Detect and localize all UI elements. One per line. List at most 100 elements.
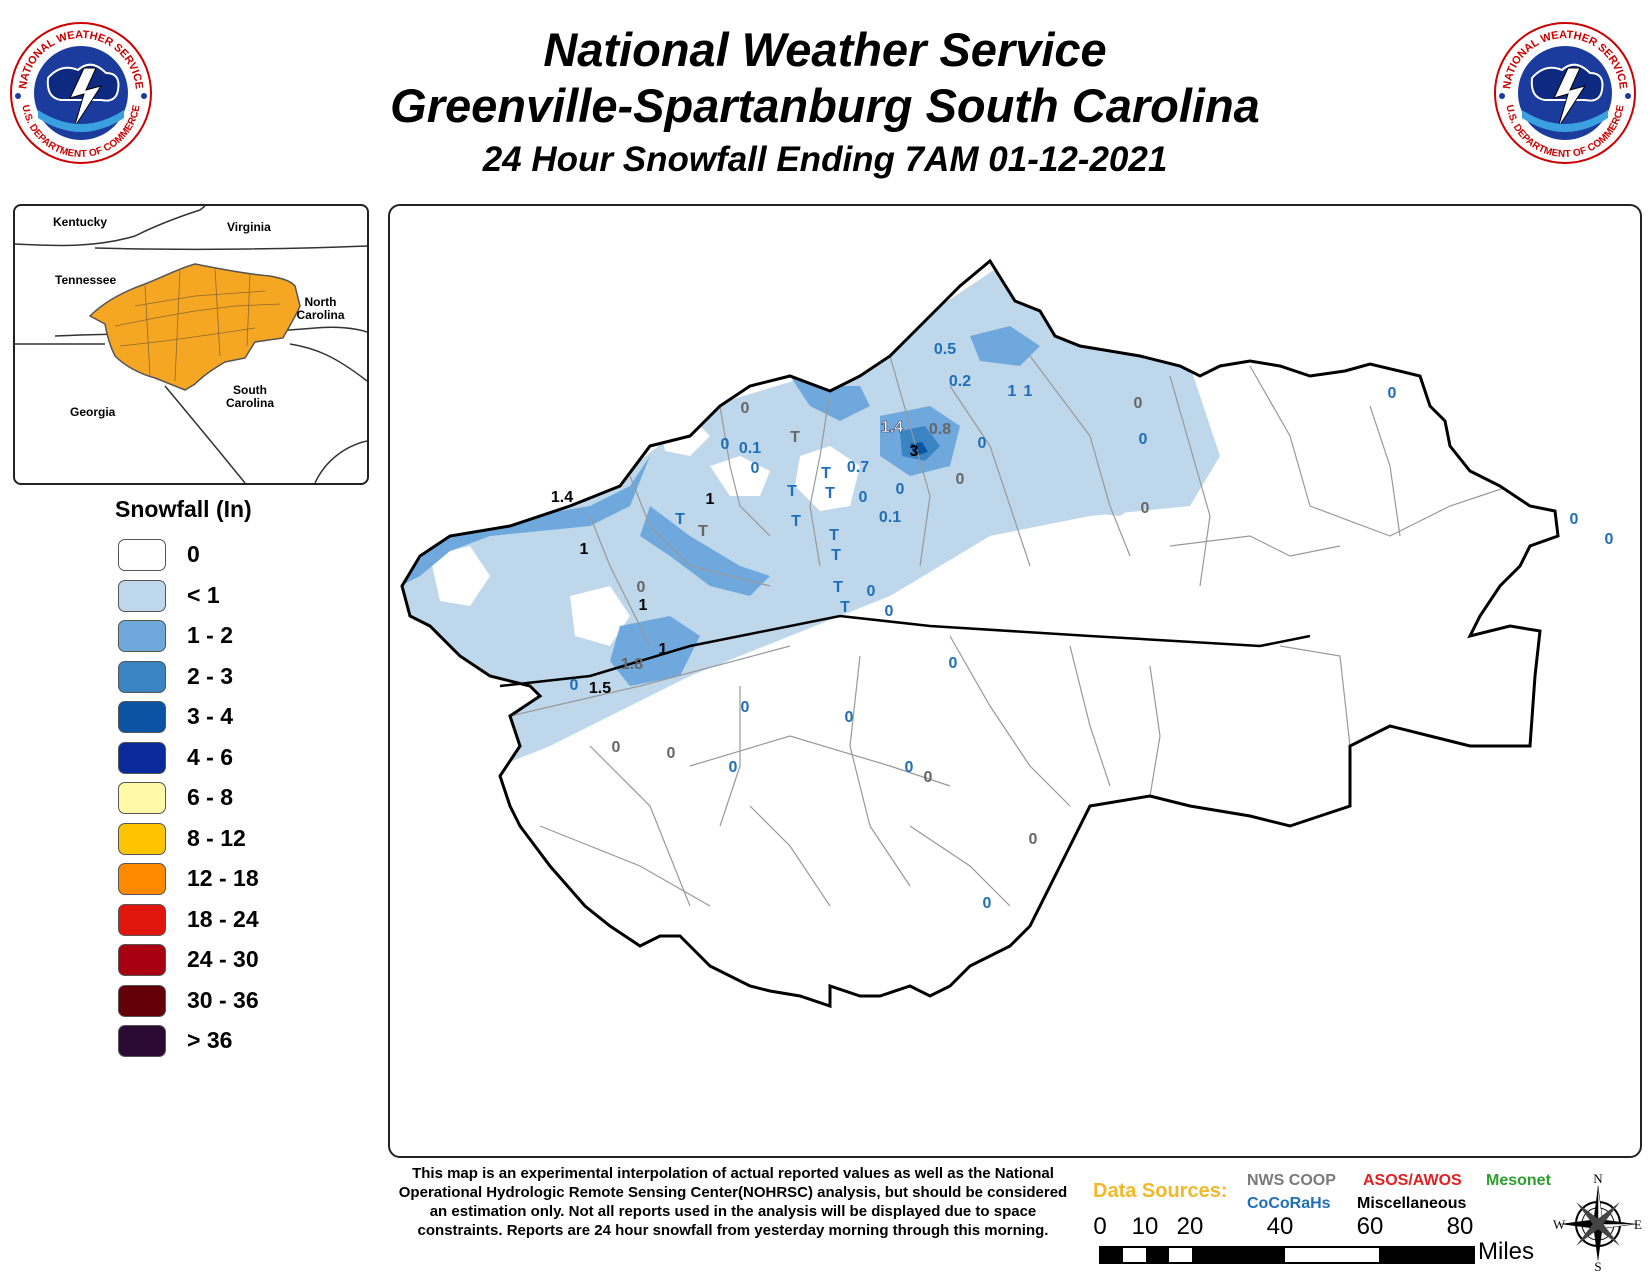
snowfall-report-label: 0.1 xyxy=(739,440,761,457)
snowfall-report-label: T xyxy=(791,513,801,530)
snowfall-report-label: 1.4 xyxy=(551,489,573,506)
scale-tick-label: 10 xyxy=(1131,1213,1159,1240)
cwa-highlight xyxy=(88,263,301,391)
snowfall-report-label: 1.4 xyxy=(881,419,903,436)
legend-swatch xyxy=(118,741,166,774)
inset-label-south-carolina: South Carolina xyxy=(225,383,274,410)
legend-label: 30 - 36 xyxy=(187,986,259,1013)
snowfall-report-label: 3 xyxy=(910,443,919,460)
snowfall-report-label: 0 xyxy=(859,489,868,506)
snowfall-report-label: 0 xyxy=(741,699,750,716)
snowfall-report-label: 1 xyxy=(639,597,648,614)
snowfall-report-label: T xyxy=(831,547,841,564)
legend-swatch xyxy=(118,984,166,1017)
snowfall-report-label: 1 xyxy=(1024,383,1033,400)
legend-swatch xyxy=(118,620,166,652)
snowfall-report-label: T xyxy=(787,483,797,500)
compass-north: N xyxy=(1593,1172,1603,1186)
snowfall-report-label: 0 xyxy=(570,677,579,694)
scale-tick-label: 20 xyxy=(1176,1213,1204,1240)
inset-label-tennessee: Tennessee xyxy=(55,273,117,287)
snowfall-report-label: 0.5 xyxy=(934,341,956,358)
inset-label-north-carolina: North Carolina xyxy=(296,295,345,322)
inset-label-virginia: Virginia xyxy=(227,220,271,234)
legend-swatch xyxy=(118,903,166,936)
source-nws-coop: NWS COOP xyxy=(1247,1172,1336,1189)
snowfall-report-label: T xyxy=(675,511,685,528)
legend-swatch xyxy=(118,863,166,895)
legend-label: 8 - 12 xyxy=(187,824,246,851)
source-miscellaneous: Miscellaneous xyxy=(1357,1195,1467,1212)
map-title-office: Greenville-Spartanburg South Carolina xyxy=(390,79,1260,132)
snowfall-report-label: 0 xyxy=(741,400,750,417)
snowfall-report-label: 0 xyxy=(867,583,876,600)
legend-swatch xyxy=(118,701,166,733)
legend-title: Snowfall (In) xyxy=(115,496,252,522)
snowfall-report-label: 0 xyxy=(1605,531,1614,548)
snowfall-report-label: 0 xyxy=(885,603,894,620)
locator-map-graphic xyxy=(15,206,367,483)
snowfall-report-label: 0 xyxy=(1134,395,1143,412)
scale-tick-label: 0 xyxy=(1093,1213,1107,1240)
compass-south: S xyxy=(1594,1259,1601,1272)
legend-label: 4 - 6 xyxy=(187,743,234,770)
legend-swatch xyxy=(118,782,166,814)
legend-swatch xyxy=(118,944,166,976)
snowfall-report-label: 0 xyxy=(896,481,905,498)
snowfall-report-label: 0 xyxy=(729,759,738,776)
snowfall-report-label: 0 xyxy=(924,769,933,786)
locator-inset-map: Kentucky Virginia Tennessee North Caroli… xyxy=(13,204,369,485)
snowfall-report-label: 0 xyxy=(845,709,854,726)
snowfall-map: 0.5 0.2 1 1 0 0 0 1.4 0.8 3 0 0 0 0 0.1 0 T T 0.7 T T 0 0 0.1 1.… xyxy=(388,204,1642,1158)
snowfall-report-label: 0 xyxy=(721,436,730,453)
inset-label-georgia: Georgia xyxy=(70,405,116,419)
legend-label: < 1 xyxy=(187,581,220,608)
legend-label: 2 - 3 xyxy=(187,662,234,689)
legend-swatch xyxy=(118,539,166,571)
compass-rose-icon: N S E W xyxy=(1553,1172,1642,1272)
snowfall-report-label: 1 xyxy=(706,491,715,508)
inset-label-kentucky: Kentucky xyxy=(53,215,108,229)
snowfall-report-label: 1.5 xyxy=(589,680,611,697)
snowfall-report-label: 0 xyxy=(1570,511,1579,528)
scale-ticks: 0 10 20 40 60 80 xyxy=(1090,1213,1473,1241)
source-cocorahs: CoCoRaHs xyxy=(1247,1195,1331,1212)
snowfall-report-label: 0 xyxy=(905,759,914,776)
legend-swatch xyxy=(118,579,166,612)
snowfall-report-label: 0 xyxy=(983,895,992,912)
snowfall-report-label: 1 xyxy=(1008,383,1017,400)
scale-tick-label: 40 xyxy=(1266,1213,1294,1240)
legend-swatch xyxy=(118,1025,166,1057)
legend-label: 6 - 8 xyxy=(187,784,234,810)
snowfall-report-label: 0.1 xyxy=(879,509,901,526)
snowfall-report-label: 0 xyxy=(956,471,965,488)
source-asos-awos: ASOS/AWOS xyxy=(1363,1172,1462,1189)
legend-label: 3 - 4 xyxy=(187,703,234,729)
snowfall-report-label: 0 xyxy=(949,655,958,672)
scale-tick-label: 80 xyxy=(1446,1213,1474,1240)
legend-label: 1 - 2 xyxy=(187,622,234,648)
snowfall-report-label: 0 xyxy=(751,460,760,477)
snowfall-report-label: T xyxy=(821,465,831,482)
scale-tick-label: 60 xyxy=(1356,1213,1384,1240)
snowfall-report-label: 0 xyxy=(1388,385,1397,402)
snowfall-report-label: 0 xyxy=(978,435,987,452)
legend-swatch xyxy=(118,822,166,855)
snowfall-report-label: 0 xyxy=(1141,500,1150,517)
legend-label: 0 xyxy=(187,541,200,567)
snowfall-report-label: 1 xyxy=(580,541,589,558)
snowfall-report-label: T xyxy=(829,527,839,544)
snowfall-report-label: T xyxy=(833,579,843,596)
scale-unit: Miles xyxy=(1478,1238,1535,1265)
compass-east: E xyxy=(1634,1217,1642,1232)
snowfall-report-label: T xyxy=(698,523,708,540)
snowfall-report-label: 0.7 xyxy=(847,459,869,476)
snowfall-report-label: 0 xyxy=(1029,831,1038,848)
snowfall-report-label: T xyxy=(840,599,850,616)
source-mesonet: Mesonet xyxy=(1486,1172,1551,1189)
snowfall-report-label: 0 xyxy=(637,579,646,596)
legend-label: 12 - 18 xyxy=(187,865,259,891)
